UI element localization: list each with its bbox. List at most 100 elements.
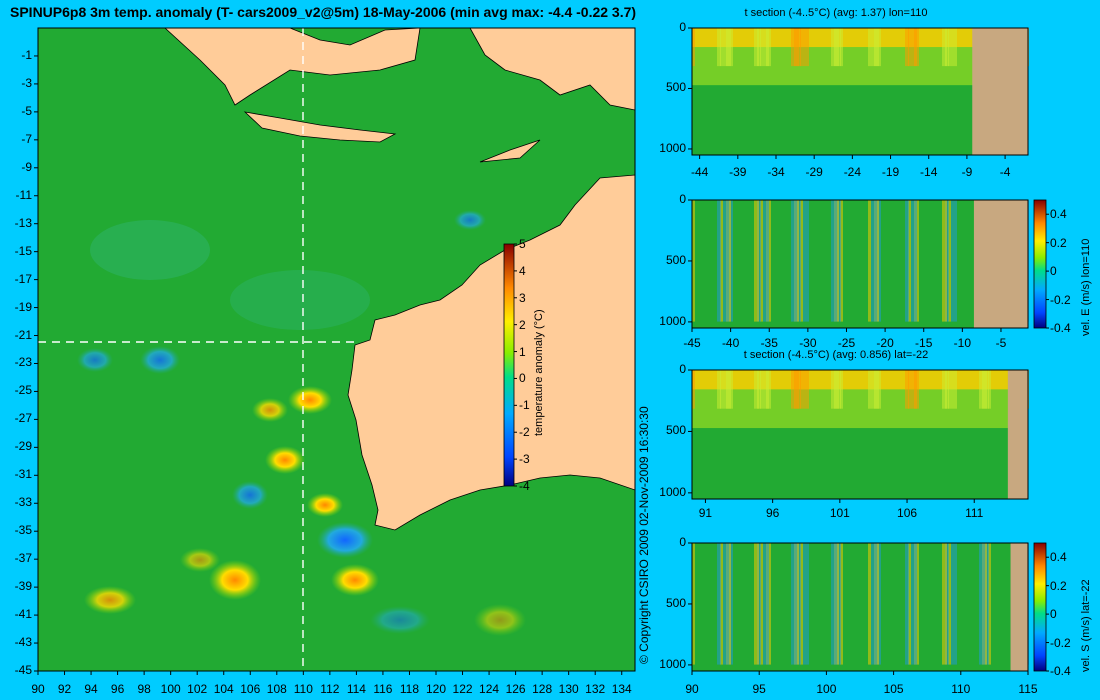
map-ytick-label: -21: [14, 327, 32, 342]
section-streak: [791, 200, 797, 322]
section-streak: [905, 28, 909, 67]
section-streak: [908, 28, 911, 67]
section-streak: [988, 370, 991, 409]
section-streak: [948, 200, 951, 322]
section-ytick-label: 500: [665, 252, 686, 267]
section-streak: [911, 200, 917, 322]
section-panel-2: [688, 199, 1049, 332]
section-xtick-label: 91: [698, 506, 713, 520]
map-ytick-label: -39: [14, 579, 32, 594]
section-xtick-label: -20: [876, 336, 894, 350]
section-surface-warm: [692, 370, 1028, 390]
section-streak: [908, 543, 911, 665]
section-land: [972, 28, 1028, 155]
section-ytick-label: 500: [665, 80, 686, 95]
section-panel-1: [688, 27, 1029, 159]
section-ytick-label: 0: [679, 362, 686, 376]
section-panel-3: [688, 369, 1029, 503]
section-streak: [948, 28, 951, 67]
section-streak: [948, 370, 951, 409]
section-streak: [868, 543, 871, 665]
section-streak: [760, 200, 763, 322]
map-ytick-label: -35: [14, 523, 32, 538]
section-streak: [942, 200, 947, 322]
section-streak: [754, 543, 759, 665]
section-streak: [911, 370, 917, 409]
map-ytick-label: -9: [21, 159, 32, 174]
section-colorbar: [1033, 542, 1047, 672]
section-streak: [840, 543, 843, 665]
section-streak: [763, 28, 769, 67]
section-streak: [840, 200, 843, 322]
section-ytick-label: 0: [679, 535, 686, 549]
section-xtick-label: 95: [752, 682, 766, 696]
section-land: [973, 200, 1028, 328]
section-xtick-label: -19: [881, 165, 900, 179]
map-colorbar-tick-label: 3: [519, 290, 526, 305]
section-streak: [831, 370, 837, 409]
section-streak: [754, 28, 759, 67]
section-streak: [905, 200, 909, 322]
section-colorbar-tick-label: -0.2: [1050, 292, 1071, 307]
section-streak: [942, 370, 947, 409]
section-streak: [720, 370, 723, 409]
section-streak: [803, 543, 809, 665]
map-xtick-label: 104: [213, 682, 234, 696]
section-streak: [942, 28, 947, 67]
section-streak: [720, 28, 723, 67]
section-colorbar-tick-label: 0.2: [1050, 578, 1067, 593]
section-streak: [723, 28, 729, 67]
map-colorbar-tick-label: 1: [519, 344, 526, 359]
section-xtick-label: 100: [816, 682, 837, 696]
map-ytick-label: -41: [14, 607, 32, 622]
section-ytick-label: 1000: [659, 484, 686, 499]
map-ytick-label: -11: [15, 187, 32, 202]
section-streak: [717, 370, 721, 409]
section-streak: [871, 370, 877, 409]
map-xtick-label: 130: [558, 682, 579, 696]
map-xtick-label: 98: [137, 682, 151, 696]
map-ytick-label: -23: [14, 355, 32, 370]
section-streak: [979, 370, 985, 409]
section-xtick-label: 101: [829, 506, 850, 520]
section-bg: [692, 200, 1028, 328]
section-streak: [763, 543, 769, 665]
section-streak: [868, 370, 871, 409]
section-streak: [840, 370, 843, 409]
map-plot: [37, 27, 636, 672]
borneo-land: [163, 27, 421, 106]
section-ytick-label: 0: [679, 192, 686, 206]
section-streak: [791, 370, 797, 409]
section-frame: [691, 369, 1029, 500]
section-streak: [760, 543, 763, 665]
map-xtick-label: 96: [110, 682, 125, 696]
map-ytick-label: -1: [21, 47, 32, 62]
map-xtick-label: 126: [505, 682, 526, 696]
section-colorbar-tick-label: 0.4: [1050, 207, 1067, 222]
section-streak: [717, 200, 721, 322]
section-ytick-label: 1000: [659, 656, 686, 671]
section-streak: [720, 543, 723, 665]
section-xtick-label: -45: [683, 336, 701, 350]
section-streak: [791, 543, 797, 665]
section-streak: [840, 28, 843, 67]
panel2-colorbar-label: vel. E (m/s) lon=110: [1080, 238, 1092, 336]
map-ytick-label: -29: [14, 439, 32, 454]
section-xtick-label: 96: [765, 506, 780, 520]
section-streak: [692, 370, 695, 409]
section-streak: [868, 200, 871, 322]
map-xtick-label: 134: [611, 682, 632, 696]
section-streak: [760, 28, 763, 67]
section-xtick-label: -35: [760, 336, 778, 350]
map-ytick-label: -19: [14, 299, 32, 314]
section-streak: [905, 370, 909, 409]
section-streak: [908, 370, 911, 409]
section-land: [1007, 370, 1028, 499]
map-xtick-label: 106: [240, 682, 261, 696]
section-colorbar-tick-label: 0.4: [1050, 550, 1067, 565]
section-streak: [763, 200, 769, 322]
section-xtick-label: -4: [999, 165, 1011, 179]
map-colorbar-tick-label: 5: [519, 237, 526, 251]
map-colorbar-label: temperature anomaly (°C): [533, 309, 545, 436]
